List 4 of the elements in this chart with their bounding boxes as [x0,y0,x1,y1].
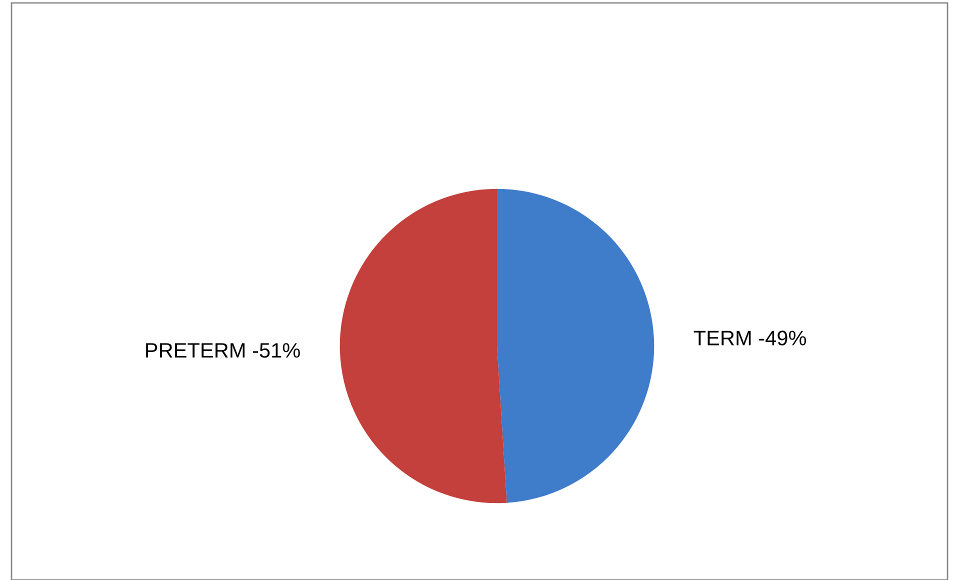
pie-slice [497,188,654,503]
slice-label: TERM -49% [694,330,806,346]
slice-label: PRETERM -51% [146,343,300,358]
pie-slice [340,188,507,504]
